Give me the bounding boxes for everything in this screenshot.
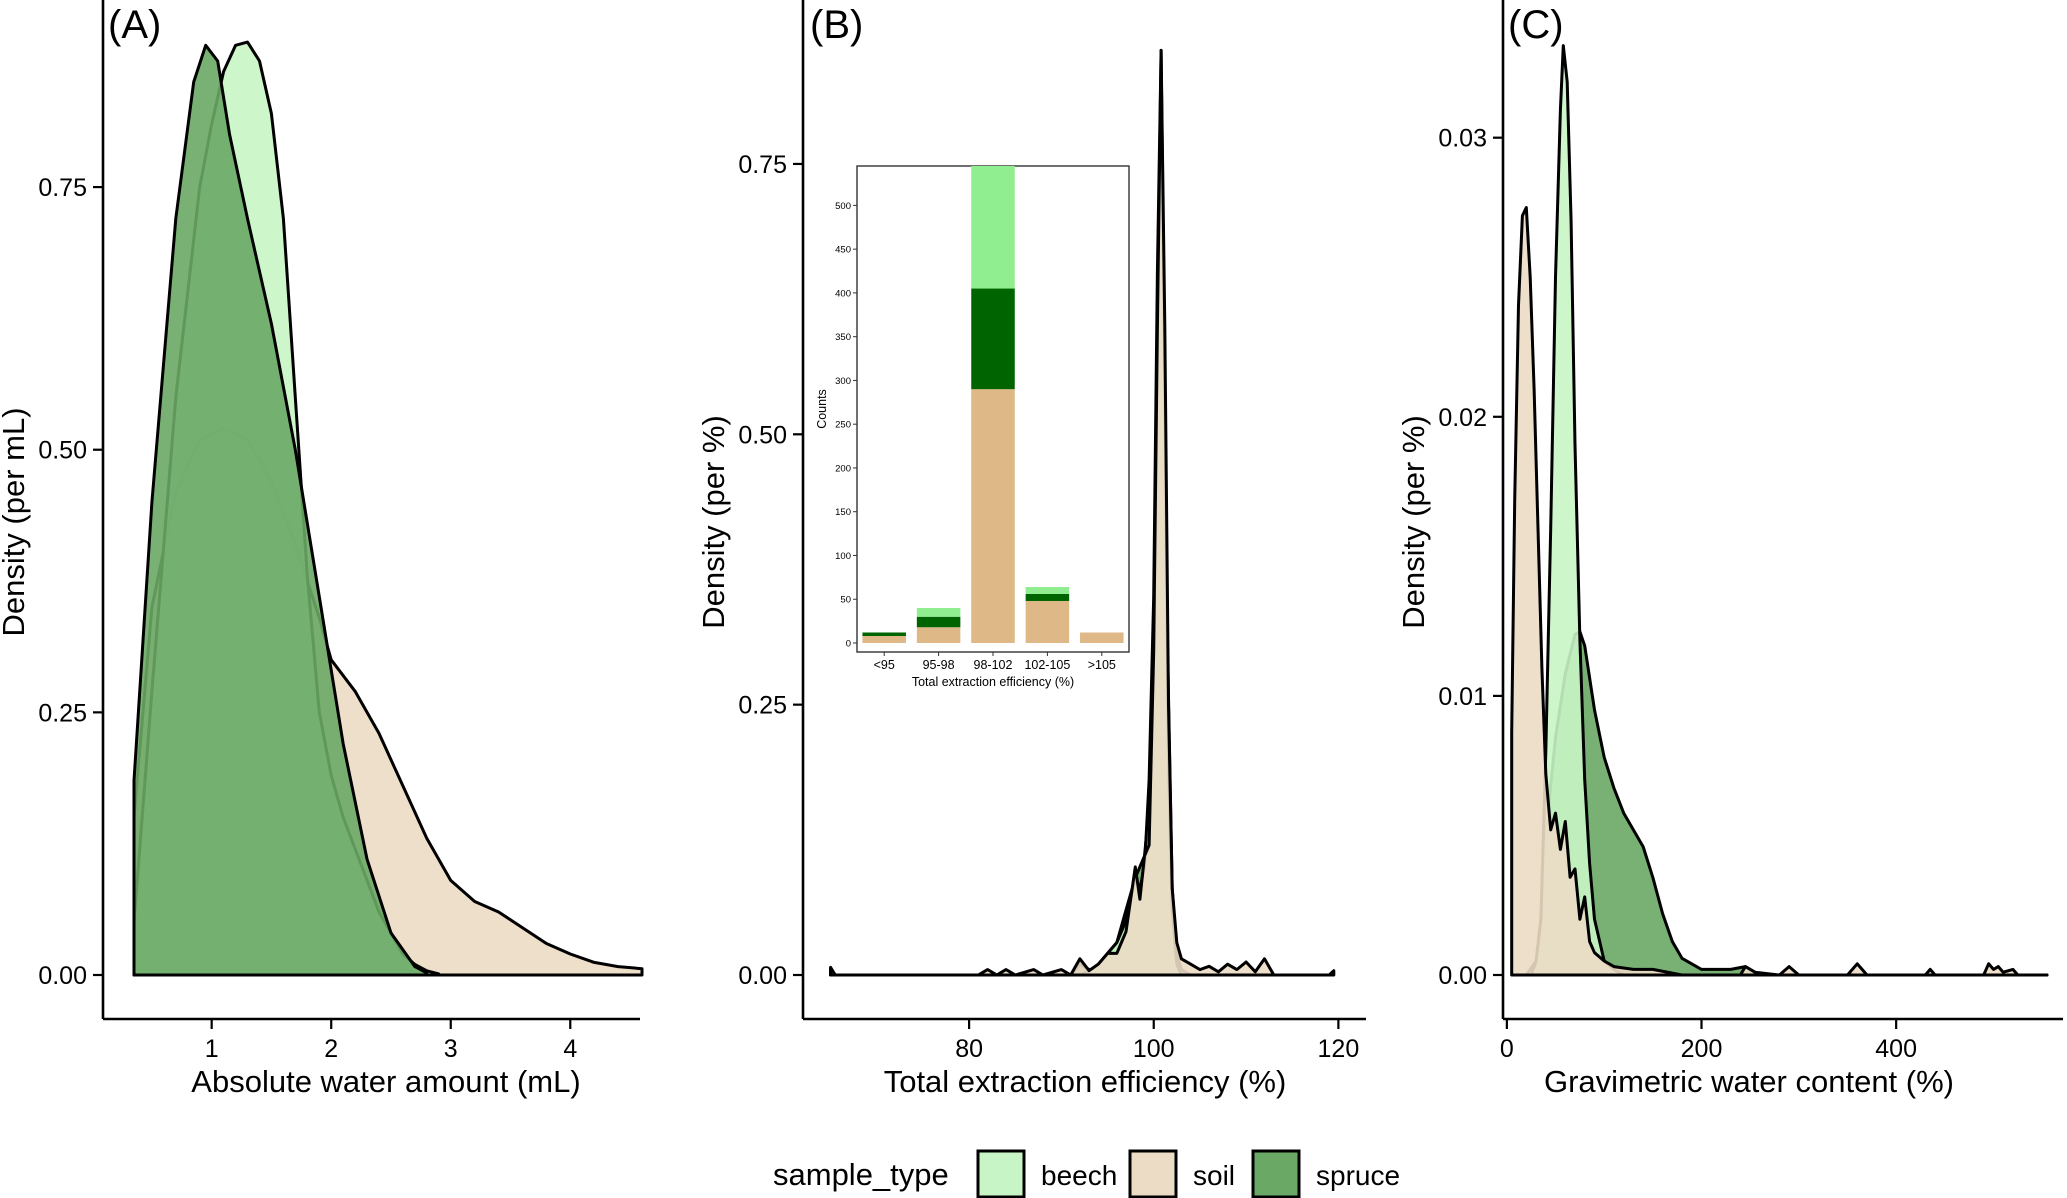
inset-y-tick-label: 0 xyxy=(846,639,851,650)
inset-bar-beech xyxy=(1025,586,1070,594)
panel-b-x-tick-label: 120 xyxy=(1318,1035,1360,1063)
panel-a-x-axis-label: Absolute water amount (mL) xyxy=(191,1064,580,1099)
legend-key-soil xyxy=(1128,1149,1178,1198)
panel-a-y-tick-label: 0.25 xyxy=(38,699,87,727)
panel-a-areas xyxy=(132,40,644,977)
panel-c-y-tick-label: 0.01 xyxy=(1438,683,1487,711)
panel-b-x-tick-label: 100 xyxy=(1133,1035,1175,1063)
panel-a-x-tick-label: 1 xyxy=(205,1035,219,1063)
inset-x-tick-label: 95-98 xyxy=(923,658,955,672)
panel-c-y-axis-label: Density (per %) xyxy=(1396,415,1431,629)
panel-a-y-tick-label: 0.50 xyxy=(38,437,87,465)
panel-b-y-tick-label: 0.75 xyxy=(738,151,787,179)
inset-bar-beech xyxy=(971,166,1015,289)
legend-key-spruce xyxy=(1251,1149,1301,1198)
inset-y-tick-label: 150 xyxy=(835,507,851,518)
panel-b-y-tick-label: 0.50 xyxy=(738,421,787,449)
panel-c-x-tick-label: 0 xyxy=(1500,1035,1514,1063)
inset-y-axis-label: Counts xyxy=(815,389,829,429)
legend-key-beech xyxy=(976,1149,1026,1198)
panel-c: (C) 0.00 0.01 0.02 0.03 0 200 400 Gravimetric … xyxy=(1396,0,2063,1099)
panel-c-axes: 0.00 0.01 0.02 0.03 0 200 400 xyxy=(1438,0,2063,1063)
inset-axes: <95 95-98 98-102 102-105 >105 0 50 100 150 200 250… xyxy=(835,201,1116,672)
inset-bar-soil xyxy=(971,389,1015,643)
panel-b-y-tick-label: 0.00 xyxy=(738,962,787,990)
inset-y-tick-label: 100 xyxy=(835,551,851,562)
inset-y-tick-label: 350 xyxy=(835,332,851,343)
inset-bar-spruce xyxy=(916,616,961,628)
panel-c-areas xyxy=(1510,44,2049,977)
inset-x-tick-label: 102-105 xyxy=(1024,658,1070,672)
inset-bars xyxy=(862,166,1124,643)
inset-x-tick-label: 98-102 xyxy=(974,658,1013,672)
inset-x-tick-label: >105 xyxy=(1088,658,1116,672)
panel-c-x-axis-label: Gravimetric water content (%) xyxy=(1544,1064,1954,1099)
panel-a: (A) 0.00 0.25 0.50 0.75 1 2 3 4 Absolute water … xyxy=(0,0,644,1099)
panel-b-tag: (B) xyxy=(810,3,863,47)
panel-b-y-axis-label: Density (per %) xyxy=(696,415,731,629)
panel-b-x-tick-label: 80 xyxy=(955,1035,983,1063)
inset-bar-soil xyxy=(916,627,961,643)
panel-a-density-spruce xyxy=(132,43,429,977)
legend-title: sample_type xyxy=(773,1157,949,1192)
inset-bar-soil xyxy=(1025,600,1070,643)
inset-y-tick-label: 450 xyxy=(835,245,851,256)
panel-a-x-tick-label: 3 xyxy=(444,1035,458,1063)
panel-a-y-axis-label: Density (per mL) xyxy=(0,407,31,636)
inset-bar-spruce xyxy=(1025,593,1070,601)
panel-b-areas xyxy=(829,48,1336,977)
panel-b-x-axis-label: Total extraction efficiency (%) xyxy=(884,1064,1287,1099)
panel-b: (B) 0.00 0.25 0.50 0.75 80 100 120 Total extra… xyxy=(696,0,1366,1099)
inset-y-tick-label: 500 xyxy=(835,201,851,212)
inset-bar-soil xyxy=(1080,632,1124,643)
panel-b-y-tick-label: 0.25 xyxy=(738,692,787,720)
panel-c-density-soil xyxy=(1510,206,2049,977)
panel-a-x-tick-label: 4 xyxy=(563,1035,577,1063)
inset-y-tick-label: 50 xyxy=(840,595,851,606)
inset-y-tick-label: 250 xyxy=(835,420,851,431)
panel-a-tag: (A) xyxy=(108,3,161,47)
legend: sample_type beech soil spruce xyxy=(773,1149,1400,1198)
legend-label-soil: soil xyxy=(1193,1160,1235,1191)
inset-y-tick-label: 200 xyxy=(835,463,851,474)
panel-b-axes: 0.00 0.25 0.50 0.75 80 100 120 xyxy=(738,0,1366,1063)
inset-x-axis-label: Total extraction efficiency (%) xyxy=(912,675,1074,689)
panel-a-axes: 0.00 0.25 0.50 0.75 1 2 3 4 xyxy=(38,0,640,1063)
panel-c-y-tick-label: 0.00 xyxy=(1438,962,1487,990)
panel-c-x-tick-label: 400 xyxy=(1875,1035,1917,1063)
panel-b-density-soil xyxy=(829,48,1336,977)
inset-bar-chart: <95 95-98 98-102 102-105 >105 0 50 100 150 200 250… xyxy=(815,165,1130,689)
legend-label-spruce: spruce xyxy=(1316,1160,1400,1191)
panel-a-y-tick-label: 0.00 xyxy=(38,962,87,990)
panel-c-tag: (C) xyxy=(1508,3,1564,47)
inset-bar-beech xyxy=(916,607,961,617)
inset-bar-soil xyxy=(862,635,906,643)
panel-c-x-tick-label: 200 xyxy=(1681,1035,1723,1063)
panel-a-x-tick-label: 2 xyxy=(324,1035,338,1063)
panel-a-y-tick-label: 0.75 xyxy=(38,174,87,202)
inset-bar-spruce xyxy=(862,632,906,636)
panel-c-y-tick-label: 0.02 xyxy=(1438,404,1487,432)
legend-label-beech: beech xyxy=(1041,1160,1117,1191)
inset-y-tick-label: 400 xyxy=(835,288,851,299)
panel-c-density-spruce xyxy=(1524,630,2049,977)
inset-y-tick-label: 300 xyxy=(835,376,851,387)
panel-c-y-tick-label: 0.03 xyxy=(1438,125,1487,153)
inset-x-tick-label: <95 xyxy=(874,658,895,672)
inset-bar-spruce xyxy=(971,288,1015,390)
